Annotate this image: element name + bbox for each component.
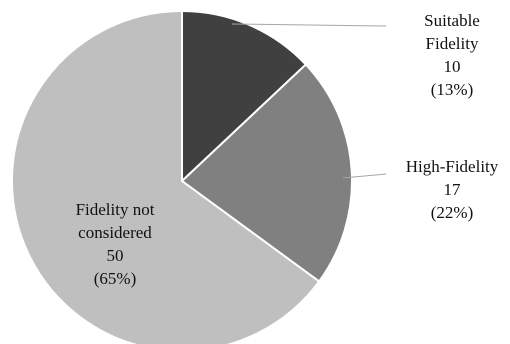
- slice-label-1: High-Fidelity 17 (22%): [406, 157, 499, 222]
- pie-slices: [11, 9, 353, 344]
- slice-name-line: Suitable: [424, 11, 480, 30]
- slice-value: 50: [107, 246, 124, 265]
- slice-name-line: considered: [78, 223, 152, 242]
- slice-percent: (65%): [94, 269, 136, 288]
- slice-label-0: Suitable Fidelity 10 (13%): [424, 11, 480, 99]
- leader-lines: [231, 23, 387, 179]
- slice-name-line: High-Fidelity: [406, 157, 499, 176]
- pie-slice-2: [11, 9, 321, 344]
- slice-percent: (13%): [431, 80, 473, 99]
- slice-name-line: Fidelity: [426, 34, 479, 53]
- pie-slice-0: [181, 9, 308, 184]
- slice-value: 17: [444, 180, 462, 199]
- slice-name-line: Fidelity not: [76, 200, 155, 219]
- leader-line-1: [342, 173, 387, 179]
- slice-value: 10: [444, 57, 461, 76]
- slice-label-2: Fidelity not considered 50 (65%): [76, 200, 155, 288]
- leader-line-0: [231, 23, 387, 27]
- slice-percent: (22%): [431, 203, 473, 222]
- slice-labels: Suitable Fidelity 10 (13%) High-Fidelity 17 (2…: [76, 11, 499, 288]
- pie-slice-1: [180, 63, 353, 283]
